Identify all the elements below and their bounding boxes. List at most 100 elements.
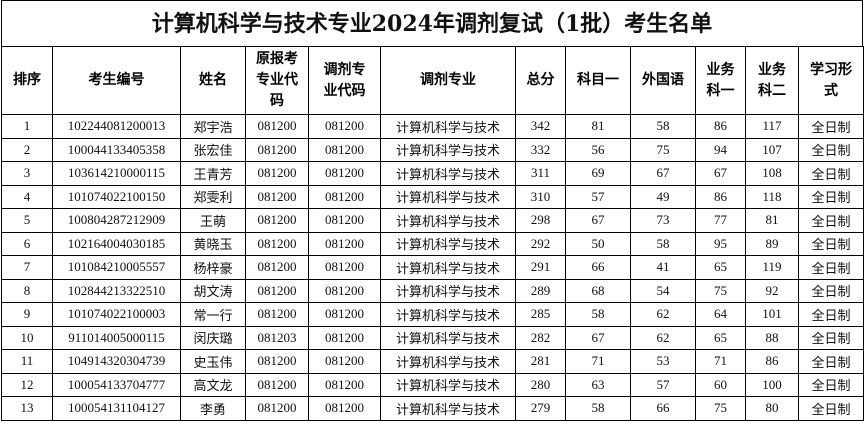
cell-name: 王青芳 [180,161,246,186]
column-header-professional-one: 业务科一 [695,46,746,115]
table-row: 6 102164004030185 黄晓玉 081200 081200 计算机科学与技术 2… [1,231,864,256]
cell-name: 王萌 [180,208,246,233]
cell-original-major-code: 081203 [245,325,309,350]
cell-professional-one: 86 [695,114,746,139]
cell-professional-one: 77 [695,208,746,233]
cell-rank: 10 [1,325,53,350]
cell-study-mode: 全日制 [798,396,864,421]
cell-foreign-language: 66 [630,396,696,421]
cell-total-score: 289 [515,278,566,303]
column-header-original-major-code: 原报考专业代码 [245,46,309,115]
cell-total-score: 285 [515,302,566,327]
cell-study-mode: 全日制 [798,161,864,186]
table-row: 10 911014005000115 闵庆璐 081203 081200 计算机科学与技术… [1,325,864,350]
cell-total-score: 282 [515,325,566,350]
cell-foreign-language: 58 [630,231,696,256]
cell-original-major-code: 081200 [245,372,309,397]
cell-original-major-code: 081200 [245,396,309,421]
cell-subject-one: 67 [565,325,631,350]
page-title: 计算机科学与技术专业2024年调剂复试（1批）考生名单 [1,0,863,46]
cell-candidate-id: 102844213322510 [52,278,181,303]
cell-subject-one: 57 [565,184,631,209]
cell-candidate-id: 100054133704777 [52,372,181,397]
cell-foreign-language: 57 [630,372,696,397]
cell-rank: 4 [1,184,53,209]
cell-professional-one: 95 [695,231,746,256]
cell-foreign-language: 41 [630,255,696,280]
cell-adjusted-major-code: 081200 [308,349,381,374]
cell-study-mode: 全日制 [798,372,864,397]
cell-rank: 2 [1,137,53,162]
cell-rank: 1 [1,114,53,139]
cell-subject-one: 58 [565,396,631,421]
cell-subject-one: 58 [565,302,631,327]
cell-name: 黄晓玉 [180,231,246,256]
column-header-candidate-id: 考生编号 [52,46,181,115]
cell-foreign-language: 62 [630,302,696,327]
table-row: 2 100044133405358 张宏佳 081200 081200 计算机科学与技术 3… [1,137,864,162]
cell-study-mode: 全日制 [798,278,864,303]
cell-subject-one: 56 [565,137,631,162]
cell-rank: 13 [1,396,53,421]
cell-professional-two: 89 [745,231,799,256]
column-header-rank: 排序 [1,46,53,115]
cell-study-mode: 全日制 [798,137,864,162]
column-header-foreign-language: 外国语 [630,46,696,115]
column-header-adjusted-major: 调剂专业 [380,46,516,115]
cell-candidate-id: 102164004030185 [52,231,181,256]
cell-subject-one: 71 [565,349,631,374]
cell-professional-two: 118 [745,184,799,209]
cell-professional-one: 75 [695,278,746,303]
cell-rank: 7 [1,255,53,280]
cell-name: 张宏佳 [180,137,246,162]
cell-name: 高文龙 [180,372,246,397]
cell-original-major-code: 081200 [245,255,309,280]
table-row: 9 101074022100003 常一行 081200 081200 计算机科学与技术 2… [1,302,864,327]
cell-rank: 8 [1,278,53,303]
column-header-adjusted-major-code: 调剂专业代码 [308,46,381,115]
cell-study-mode: 全日制 [798,255,864,280]
table-row: 1 102244081200013 郑宇浩 081200 081200 计算机科学与技术 3… [1,114,864,139]
cell-adjusted-major: 计算机科学与技术 [380,208,516,233]
cell-total-score: 332 [515,137,566,162]
cell-original-major-code: 081200 [245,302,309,327]
header-row: 排序 考生编号 姓名 原报考专业代码 调剂专业代码 调剂专业 总分 科目一 外国语 业务科一 业务科… [1,46,864,115]
cell-original-major-code: 081200 [245,137,309,162]
table-row: 7 101084210005557 杨梓豪 081200 081200 计算机科学与技术 2… [1,255,864,280]
cell-name: 史玉伟 [180,349,246,374]
cell-professional-two: 119 [745,255,799,280]
cell-name: 常一行 [180,302,246,327]
cell-study-mode: 全日制 [798,184,864,209]
cell-professional-two: 107 [745,137,799,162]
cell-candidate-id: 103614210000115 [52,161,181,186]
cell-total-score: 279 [515,396,566,421]
cell-foreign-language: 67 [630,161,696,186]
cell-study-mode: 全日制 [798,208,864,233]
column-header-professional-two: 业务科二 [745,46,799,115]
cell-rank: 6 [1,231,53,256]
cell-professional-two: 100 [745,372,799,397]
cell-professional-two: 108 [745,161,799,186]
cell-subject-one: 63 [565,372,631,397]
cell-foreign-language: 75 [630,137,696,162]
cell-rank: 9 [1,302,53,327]
table-row: 5 100804287212909 王萌 081200 081200 计算机科学与技术 29… [1,208,864,233]
cell-adjusted-major: 计算机科学与技术 [380,349,516,374]
table-row: 13 100054131104127 李勇 081200 081200 计算机科学与技术 2… [1,396,864,421]
cell-adjusted-major: 计算机科学与技术 [380,255,516,280]
cell-professional-two: 101 [745,302,799,327]
cell-professional-one: 67 [695,161,746,186]
cell-total-score: 280 [515,372,566,397]
cell-adjusted-major-code: 081200 [308,231,381,256]
cell-professional-one: 71 [695,349,746,374]
column-header-subject-one: 科目一 [565,46,631,115]
table-row: 12 100054133704777 高文龙 081200 081200 计算机科学与技术… [1,372,864,397]
cell-study-mode: 全日制 [798,325,864,350]
cell-candidate-id: 101074022100003 [52,302,181,327]
cell-foreign-language: 58 [630,114,696,139]
cell-name: 郑宇浩 [180,114,246,139]
cell-subject-one: 67 [565,208,631,233]
cell-adjusted-major: 计算机科学与技术 [380,114,516,139]
cell-adjusted-major: 计算机科学与技术 [380,325,516,350]
cell-candidate-id: 100044133405358 [52,137,181,162]
